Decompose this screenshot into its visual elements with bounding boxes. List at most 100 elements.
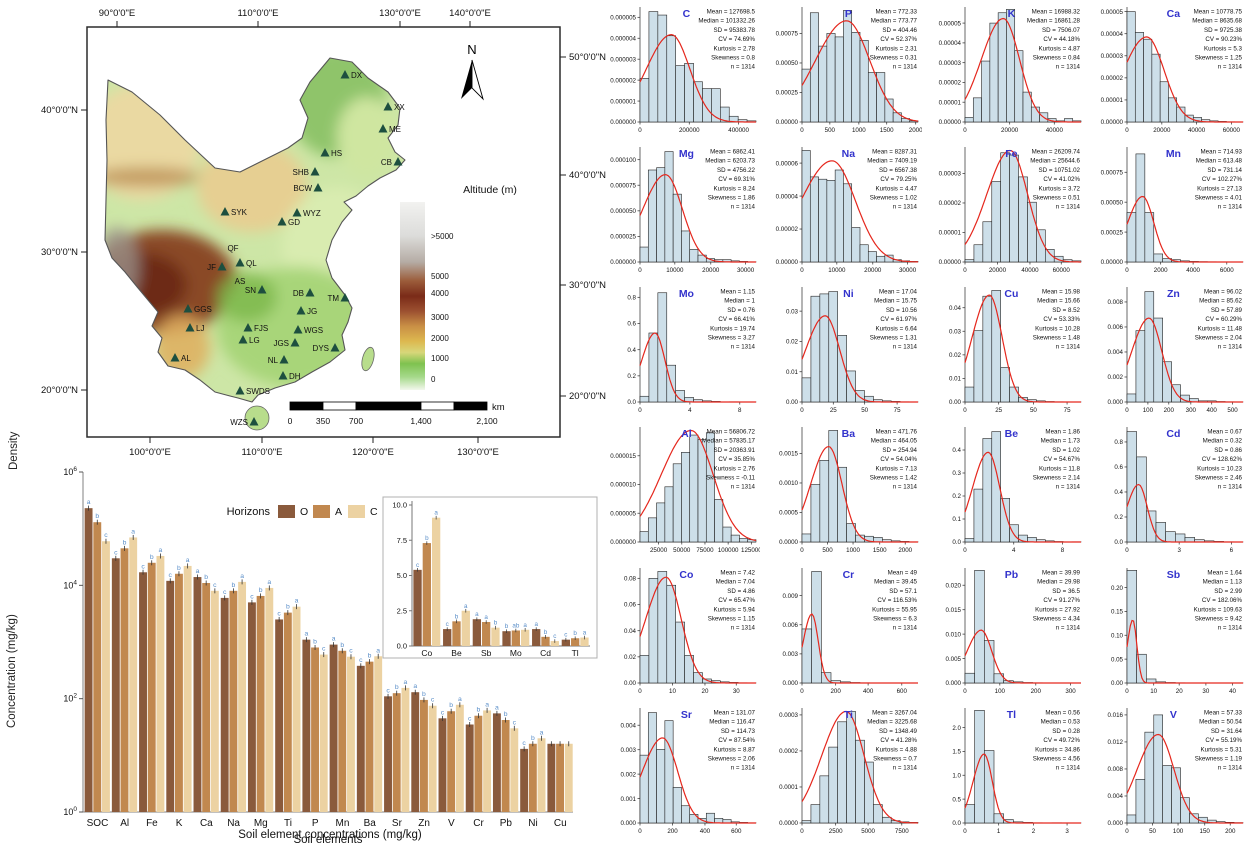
svg-text:SOC: SOC: [87, 818, 109, 829]
svg-text:DX: DX: [351, 71, 363, 80]
svg-text:Kurtosis = 10.23: Kurtosis = 10.23: [1197, 465, 1242, 472]
svg-text:40°0'0"N: 40°0'0"N: [41, 105, 78, 116]
svg-text:c: c: [513, 719, 517, 726]
svg-text:0: 0: [963, 267, 967, 274]
svg-text:Sb: Sb: [1167, 569, 1180, 581]
svg-text:c: c: [250, 593, 254, 600]
svg-text:2000: 2000: [1154, 267, 1168, 274]
svg-text:Skewness = 6.3: Skewness = 6.3: [873, 616, 917, 623]
svg-text:Kurtosis = 2.78: Kurtosis = 2.78: [714, 45, 756, 52]
svg-text:Kurtosis = 4.87: Kurtosis = 4.87: [1039, 45, 1081, 52]
svg-text:Kurtosis = 10.28: Kurtosis = 10.28: [1035, 325, 1080, 332]
svg-text:Cr: Cr: [843, 569, 855, 581]
svg-text:O: O: [300, 506, 308, 518]
svg-text:c: c: [223, 589, 227, 596]
svg-text:b: b: [204, 574, 208, 581]
svg-text:0: 0: [288, 416, 293, 426]
svg-text:Zn: Zn: [418, 818, 430, 829]
svg-text:SHB: SHB: [293, 168, 309, 177]
svg-text:LG: LG: [249, 336, 260, 345]
svg-text:0.00001: 0.00001: [939, 230, 962, 237]
svg-text:CV = 61.97%: CV = 61.97%: [880, 316, 917, 323]
svg-text:Sr: Sr: [392, 818, 403, 829]
svg-text:Be: Be: [1005, 428, 1019, 440]
svg-text:Mg: Mg: [254, 818, 268, 829]
svg-text:Kurtosis = 27.13: Kurtosis = 27.13: [1197, 185, 1242, 192]
svg-text:Skewness = 1.02: Skewness = 1.02: [870, 195, 918, 202]
svg-text:0.006: 0.006: [783, 622, 799, 629]
svg-text:50: 50: [861, 407, 868, 414]
svg-text:0.0015: 0.0015: [779, 451, 798, 458]
svg-text:Skewness = 0.8: Skewness = 0.8: [711, 55, 755, 62]
svg-text:Pb: Pb: [500, 818, 513, 829]
svg-text:Co: Co: [679, 569, 693, 581]
svg-text:SD = 7506.07: SD = 7506.07: [1042, 27, 1081, 34]
svg-text:n = 1314: n = 1314: [731, 344, 756, 351]
svg-text:0.8: 0.8: [627, 295, 636, 302]
svg-text:40000: 40000: [1188, 127, 1206, 134]
svg-text:25000: 25000: [650, 547, 668, 554]
svg-text:Ba: Ba: [842, 428, 856, 440]
svg-text:n = 1314: n = 1314: [1056, 484, 1081, 491]
svg-text:Co: Co: [421, 648, 432, 658]
svg-text:20: 20: [1176, 688, 1183, 695]
svg-text:0.015: 0.015: [946, 607, 962, 614]
svg-text:0.00004: 0.00004: [776, 193, 799, 200]
svg-text:n = 1314: n = 1314: [893, 204, 918, 211]
svg-text:Mean = 8287.31: Mean = 8287.31: [872, 149, 917, 156]
svg-text:b: b: [150, 554, 154, 561]
svg-text:0.005: 0.005: [946, 656, 962, 663]
svg-text:0.01: 0.01: [786, 369, 799, 376]
svg-text:b: b: [395, 684, 399, 691]
svg-text:Kurtosis = 27.92: Kurtosis = 27.92: [1035, 606, 1080, 613]
site-marker-WZS: WZS: [230, 417, 258, 427]
svg-text:Kurtosis = 6.64: Kurtosis = 6.64: [876, 325, 918, 332]
svg-text:0.000: 0.000: [621, 820, 637, 827]
svg-text:0.6: 0.6: [1114, 464, 1123, 471]
svg-text:5.0: 5.0: [397, 571, 407, 580]
svg-text:Skewness = 2.14: Skewness = 2.14: [1033, 475, 1081, 482]
svg-text:0.00: 0.00: [624, 680, 637, 687]
svg-text:0.06: 0.06: [624, 602, 637, 609]
svg-text:350: 350: [316, 416, 330, 426]
svg-text:Mn: Mn: [336, 818, 350, 829]
svg-text:20000: 20000: [1153, 127, 1171, 134]
svg-text:SD = 10.56: SD = 10.56: [886, 307, 918, 314]
site-marker-DYS: DYS: [313, 343, 340, 353]
svg-text:Median = 613.48: Median = 613.48: [1196, 158, 1243, 165]
svg-text:Kurtosis = 19.74: Kurtosis = 19.74: [710, 325, 755, 332]
svg-text:Al: Al: [120, 818, 129, 829]
svg-text:0.016: 0.016: [1108, 712, 1124, 719]
svg-text:K: K: [1008, 8, 1016, 20]
svg-text:Median = 1.73: Median = 1.73: [1041, 438, 1081, 445]
svg-text:Ni: Ni: [528, 818, 537, 829]
svg-text:400: 400: [863, 688, 874, 695]
svg-text:b: b: [455, 613, 459, 620]
svg-text:CV = 52.37%: CV = 52.37%: [880, 36, 917, 43]
svg-text:AS: AS: [235, 277, 246, 286]
svg-text:0.000: 0.000: [783, 680, 799, 687]
svg-text:c: c: [431, 697, 435, 704]
svg-text:SD = 4.86: SD = 4.86: [727, 588, 755, 595]
svg-text:c: c: [322, 646, 326, 653]
svg-text:Median = 0.53: Median = 0.53: [1041, 719, 1081, 726]
svg-text:Kurtosis = 55.95: Kurtosis = 55.95: [872, 606, 917, 613]
svg-text:CV = 65.47%: CV = 65.47%: [718, 597, 755, 604]
svg-text:10000: 10000: [666, 267, 684, 274]
svg-text:7500: 7500: [895, 828, 909, 835]
svg-text:TM: TM: [327, 294, 339, 303]
svg-text:400: 400: [700, 828, 711, 835]
svg-text:CV = 44.18%: CV = 44.18%: [1043, 36, 1080, 43]
svg-text:SD = 0.28: SD = 0.28: [1052, 728, 1080, 735]
